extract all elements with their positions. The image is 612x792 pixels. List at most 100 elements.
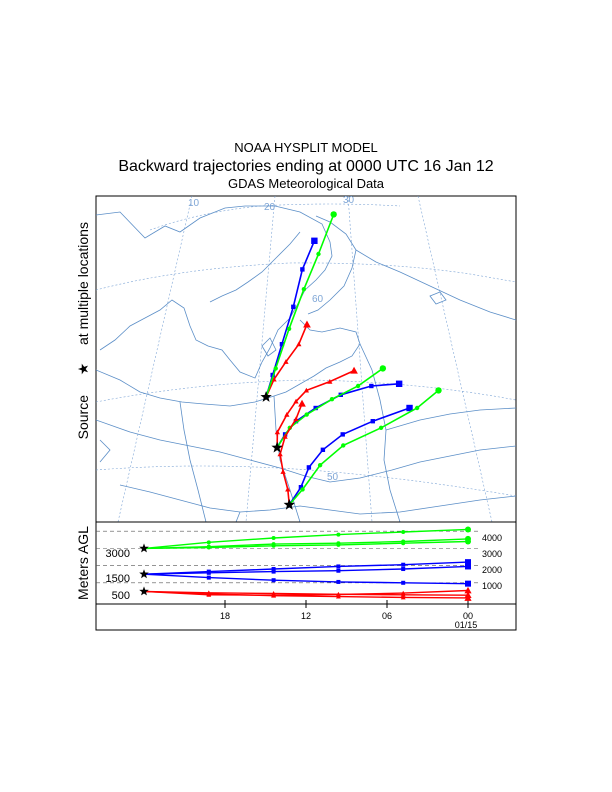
graticule-label-lat-50: 50: [327, 472, 339, 483]
southern-border: [119, 484, 516, 515]
profile-series-point: [465, 535, 471, 542]
profile-series-line: [143, 528, 469, 550]
source-star: [260, 391, 272, 402]
trajectory-point: [277, 451, 283, 457]
profile-series-point: [206, 575, 211, 580]
profile-ylabel: Meters AGL: [75, 526, 91, 600]
profile-series-point: [271, 542, 276, 547]
trajectory-point: [304, 412, 309, 417]
trajectory-point: [406, 404, 413, 412]
trajectory-point: [280, 469, 286, 474]
coastlines: [96, 205, 516, 522]
trajectory-point: [293, 419, 299, 424]
trajectory-point: [293, 398, 299, 404]
profile-series-point: [271, 569, 276, 574]
graticule-line: [347, 196, 373, 522]
trajectory-point: [271, 376, 277, 382]
profile-series-point: [206, 569, 211, 574]
trajectory-point: [283, 359, 289, 364]
profile-series-point: [400, 592, 406, 597]
profile-series-point: [271, 591, 276, 596]
lake-ladoga: [429, 291, 447, 305]
profile-series-point: [401, 539, 406, 544]
map-panel: 10 20 30 60 50: [75, 195, 517, 523]
trajectory-point: [303, 387, 310, 393]
trajectory-point: [298, 399, 306, 407]
profile-series-point: [271, 567, 276, 572]
norway-sweden-border: [209, 231, 301, 303]
trajectory-point: [279, 342, 285, 347]
chart-subtitle: Backward trajectories ending at 0000 UTC…: [118, 158, 493, 175]
graticule-line: [245, 196, 276, 522]
right-level-4000: 4000: [482, 533, 502, 543]
trajectory-point: [379, 365, 387, 372]
graticule-line: [96, 262, 516, 291]
profile-source-star: [139, 543, 149, 553]
profile-tick-label: 18: [220, 611, 230, 621]
profile-series-point: [336, 541, 341, 546]
trajectory-point: [355, 383, 361, 389]
trajectory-layer: [260, 211, 442, 510]
profile-series-point: [465, 580, 471, 587]
trajectory-point: [300, 487, 305, 492]
trajectory-point: [313, 405, 318, 411]
north-coast: [96, 369, 275, 407]
profile-series-point: [206, 590, 212, 595]
profile-series-point: [401, 580, 406, 585]
trajectory-point: [291, 304, 296, 309]
graticule-label-lon-10: 10: [188, 198, 200, 209]
trajectory-point: [327, 378, 333, 384]
left-level-500: 500: [112, 590, 130, 602]
trajectory-point: [286, 326, 292, 331]
map-ylabel: Source ★ at multiple locations: [75, 222, 91, 439]
map-ylabel-star: ★: [75, 363, 91, 376]
trajectory-point: [330, 211, 337, 218]
left-level-1500: 1500: [106, 573, 130, 585]
profile-series-point: [206, 540, 211, 545]
profile-series-point: [401, 567, 406, 572]
profile-series-line: [143, 573, 469, 585]
profile-series-line: [143, 590, 469, 596]
source-star: [283, 498, 295, 510]
profile-series-point: [336, 579, 341, 584]
map-frame: [95, 195, 517, 523]
chart-met-data: GDAS Meteorological Data: [228, 176, 385, 191]
profile-series-point: [336, 591, 341, 597]
profile-series-line: [143, 589, 469, 596]
trajectory-point: [320, 447, 326, 452]
trajectory-point: [273, 366, 278, 371]
trajectory-point: [306, 465, 312, 470]
profile-series-point: [206, 544, 211, 549]
trajectory-point: [317, 463, 323, 468]
profile-series-point: [401, 530, 406, 535]
profile-series-point: [465, 526, 471, 533]
profile-source-star: [139, 586, 149, 596]
profile-ylabel-group: Meters AGL: [75, 526, 91, 600]
west-coast: [99, 439, 111, 463]
graticule-label-lat-60: 60: [312, 294, 324, 305]
profile-series-layer: [139, 526, 472, 601]
profile-series-point: [400, 595, 406, 600]
trajectory-point: [311, 237, 318, 244]
trajectory-point: [293, 416, 299, 422]
belarus-border: [385, 407, 516, 431]
trajectory-point: [298, 485, 304, 490]
right-level-3000: 3000: [482, 549, 502, 559]
profile-series-line: [143, 538, 469, 550]
russia-border: [355, 249, 516, 321]
profile-source-star: [139, 569, 149, 579]
trajectory-point: [340, 432, 345, 437]
trajectory-point: [435, 387, 442, 394]
trajectory-point: [282, 433, 288, 439]
trajectory-point: [284, 411, 290, 417]
profile-series-point: [336, 568, 341, 573]
graticule-label-lon-20: 20: [264, 202, 276, 213]
trajectory-point: [369, 383, 374, 389]
graticule-line: [96, 379, 516, 403]
profile-series-line: [143, 561, 469, 575]
profile-series-point: [271, 578, 276, 583]
profile-series-point: [271, 536, 276, 541]
trajectory-point: [329, 397, 335, 402]
trajectory-point: [296, 341, 302, 347]
